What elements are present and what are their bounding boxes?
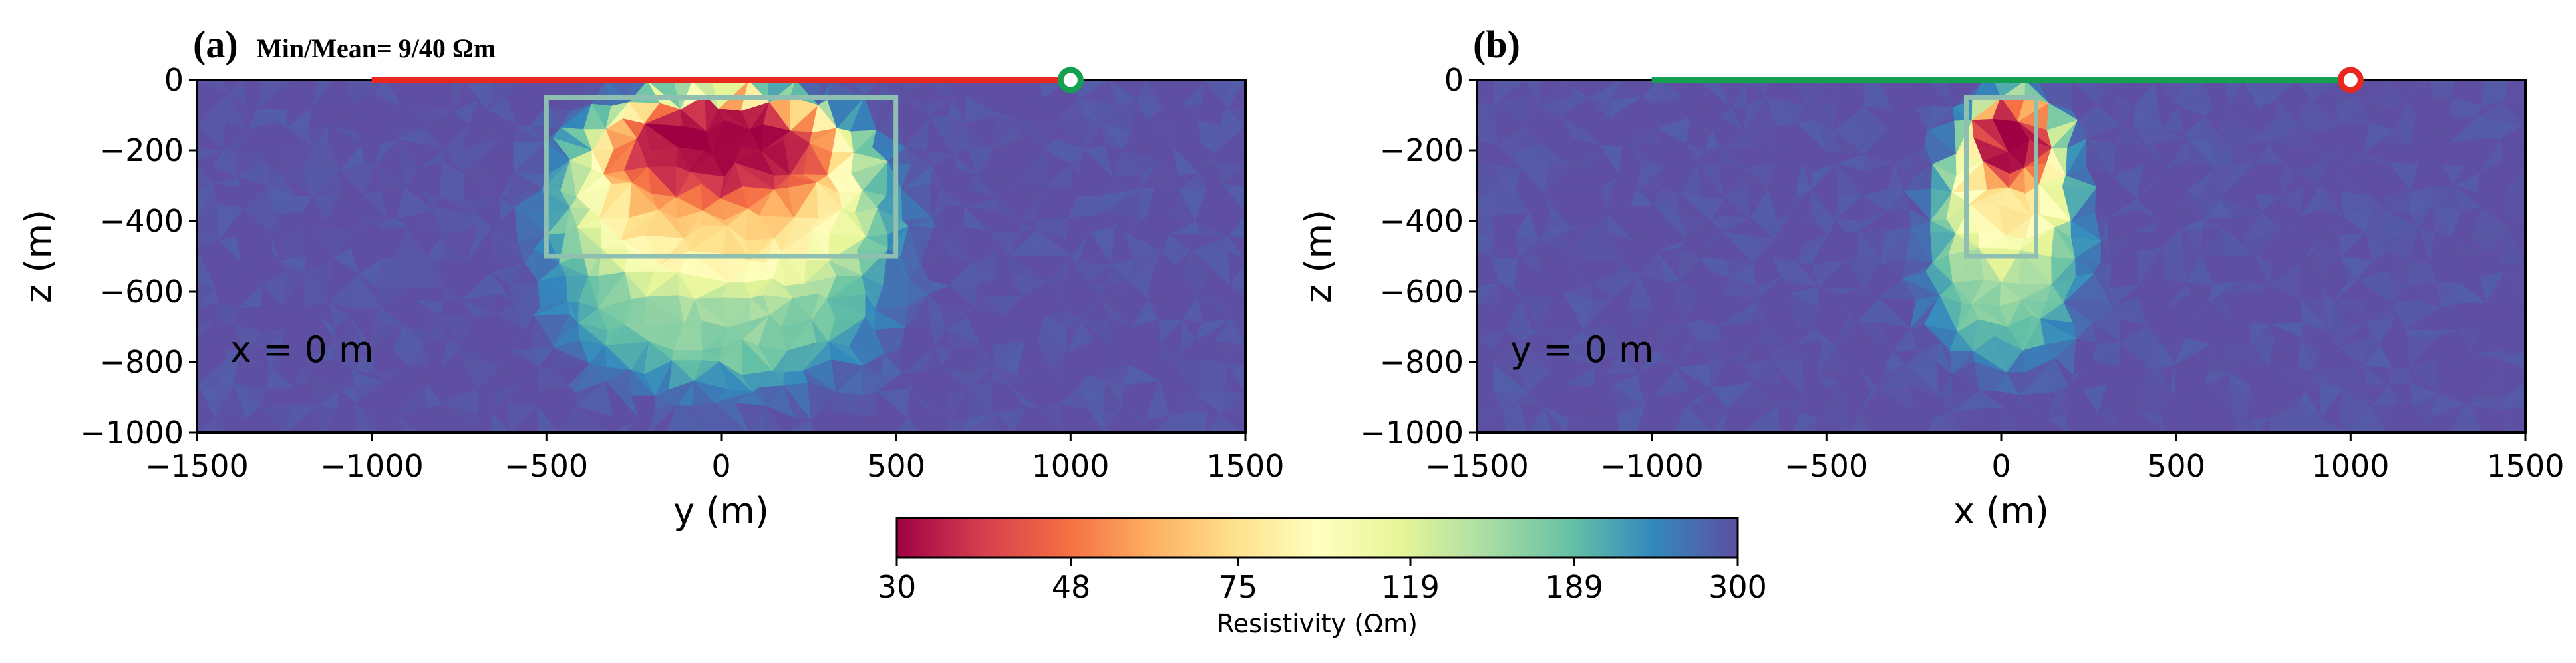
panel-b-ytick-label: −800 bbox=[1380, 344, 1464, 380]
heatmap-cell bbox=[1168, 80, 1206, 107]
panel-b-xtick-label: −1500 bbox=[1425, 448, 1529, 484]
panel-b-ytick-label: −400 bbox=[1380, 203, 1464, 239]
panel-a-receiver-marker bbox=[1057, 67, 1084, 93]
panel-b-receiver-marker bbox=[2337, 67, 2364, 93]
panel-b-ytick-label: −1000 bbox=[1360, 415, 1464, 451]
heatmap-cell bbox=[451, 80, 464, 111]
heatmap-cell bbox=[1537, 80, 1561, 108]
panel-b: (b) y = 0 m −1500 −1000 −500 0 500 1000 … bbox=[1297, 23, 2565, 532]
heatmap-cell bbox=[2406, 80, 2430, 104]
heatmap-cell bbox=[1122, 80, 1147, 99]
heatmap-cell bbox=[403, 80, 420, 108]
panel-b-xtick-label: −1000 bbox=[1600, 448, 1704, 484]
panel-b-ytick-label: 0 bbox=[1444, 62, 1464, 98]
colorbar-gradient bbox=[895, 517, 1739, 559]
panel-b-ytick-label: −200 bbox=[1380, 132, 1464, 168]
heatmap-cell bbox=[987, 80, 1023, 110]
colorbar-ticks: 30 48 75 119 189 300 bbox=[878, 558, 1767, 605]
panel-a-label: (a) bbox=[193, 23, 238, 66]
heatmap-cell bbox=[2312, 80, 2346, 101]
heatmap-cell bbox=[312, 80, 333, 107]
panel-b-xtick-label: −500 bbox=[1784, 448, 1868, 484]
colorbar-tick-label: 300 bbox=[1708, 569, 1767, 605]
panel-a-inset-text: x = 0 m bbox=[230, 329, 374, 371]
panel-a-ytick-label: −200 bbox=[100, 132, 184, 168]
heatmap-cell bbox=[2177, 80, 2205, 105]
heatmap-cell bbox=[257, 80, 293, 109]
heatmap-cell bbox=[2271, 80, 2296, 99]
heatmap-cell bbox=[902, 80, 923, 100]
panel-a-cells bbox=[197, 80, 1245, 433]
panel-a-heatmap bbox=[197, 80, 1245, 433]
panel-b-xtick-label: 1500 bbox=[2486, 448, 2564, 484]
heatmap-cell bbox=[712, 80, 750, 109]
panel-a-ytick-label: −400 bbox=[100, 203, 184, 239]
panel-a-annotation: Min/Mean= 9/40 Ωm bbox=[257, 33, 496, 63]
heatmap-cell bbox=[1913, 80, 1927, 108]
heatmap-cell bbox=[347, 80, 387, 105]
heatmap-cell bbox=[223, 80, 243, 95]
heatmap-cell bbox=[1078, 80, 1110, 99]
heatmap-cell bbox=[1948, 80, 1985, 108]
panel-b-xtick-label: 1000 bbox=[2311, 448, 2389, 484]
panel-a-ticks: −1500 −1000 −500 0 500 1000 1500 0 −200 … bbox=[80, 62, 1284, 484]
panel-a-xtick-label: 1500 bbox=[1206, 448, 1284, 484]
heatmap-cell bbox=[1637, 80, 1660, 97]
heatmap-cell bbox=[851, 80, 880, 97]
heatmap-cell bbox=[2503, 80, 2525, 104]
panel-a-ylabel: z (m) bbox=[17, 210, 59, 303]
heatmap-cell bbox=[1993, 80, 2026, 97]
colorbar: 30 48 75 119 189 300 Resistivity (Ωm) bbox=[878, 517, 1767, 638]
heatmap-cell bbox=[2097, 80, 2124, 106]
heatmap-cell bbox=[574, 80, 607, 105]
heatmap-cell bbox=[1863, 80, 1879, 108]
heatmap-cell bbox=[487, 80, 526, 111]
panel-a-xtick-label: 500 bbox=[867, 448, 925, 484]
colorbar-label: Resistivity (Ωm) bbox=[1217, 609, 1418, 638]
colorbar-tick-label: 48 bbox=[1052, 569, 1091, 605]
heatmap-cell bbox=[2225, 80, 2244, 107]
heatmap-cell bbox=[1718, 80, 1746, 109]
panel-b-xtick-label: 0 bbox=[1991, 448, 2011, 484]
colorbar-tick-label: 119 bbox=[1381, 569, 1440, 605]
heatmap-cell bbox=[949, 80, 969, 100]
heatmap-cell bbox=[1226, 80, 1245, 108]
colorbar-tick-label: 30 bbox=[878, 569, 917, 605]
colorbar-tick-label: 75 bbox=[1219, 569, 1258, 605]
heatmap-cell bbox=[2038, 80, 2073, 104]
heatmap-cell bbox=[1685, 80, 1700, 97]
panel-b-anomaly-box bbox=[1963, 95, 2039, 259]
heatmap-cell bbox=[1766, 80, 1798, 97]
heatmap-cell bbox=[2449, 80, 2484, 99]
panel-a-xtick-label: −1000 bbox=[320, 448, 424, 484]
panel-a-ytick-label: 0 bbox=[164, 62, 184, 98]
panel-a-ytick-label: −800 bbox=[100, 344, 184, 380]
panel-a-ytick-label: −1000 bbox=[80, 415, 184, 451]
panel-a-ytick-label: −600 bbox=[100, 274, 184, 310]
panel-a-anomaly-box bbox=[544, 95, 899, 259]
panel-a-xlabel: y (m) bbox=[673, 490, 769, 532]
panel-a-xtick-label: 0 bbox=[711, 448, 730, 484]
panel-b-label: (b) bbox=[1473, 23, 1520, 66]
colorbar-tick-label: 189 bbox=[1545, 569, 1603, 605]
panel-b-xlabel: x (m) bbox=[1953, 490, 2049, 532]
panel-b-inset-text: y = 0 m bbox=[1510, 329, 1654, 371]
panel-a-xtick-label: −1500 bbox=[145, 448, 249, 484]
heatmap-cell bbox=[2133, 80, 2157, 105]
panel-b-ytick-label: −600 bbox=[1380, 274, 1464, 310]
heatmap-cell bbox=[2360, 80, 2388, 97]
panel-b-ylabel: z (m) bbox=[1297, 210, 1339, 303]
heatmap-cell bbox=[1819, 80, 1840, 107]
panel-b-xtick-label: 500 bbox=[2147, 448, 2205, 484]
heatmap-cell bbox=[673, 80, 693, 110]
panel-a: (a) Min/Mean= 9/40 Ωm x = 0 m −1500 −100… bbox=[17, 23, 1285, 532]
panel-b-ticks: −1500 −1000 −500 0 500 1000 1500 0 −200 … bbox=[1360, 62, 2564, 484]
heatmap-cell bbox=[1493, 80, 1526, 105]
panel-a-xtick-label: 1000 bbox=[1031, 448, 1109, 484]
heatmap-cell bbox=[1589, 80, 1621, 98]
panel-a-xtick-label: −500 bbox=[504, 448, 588, 484]
